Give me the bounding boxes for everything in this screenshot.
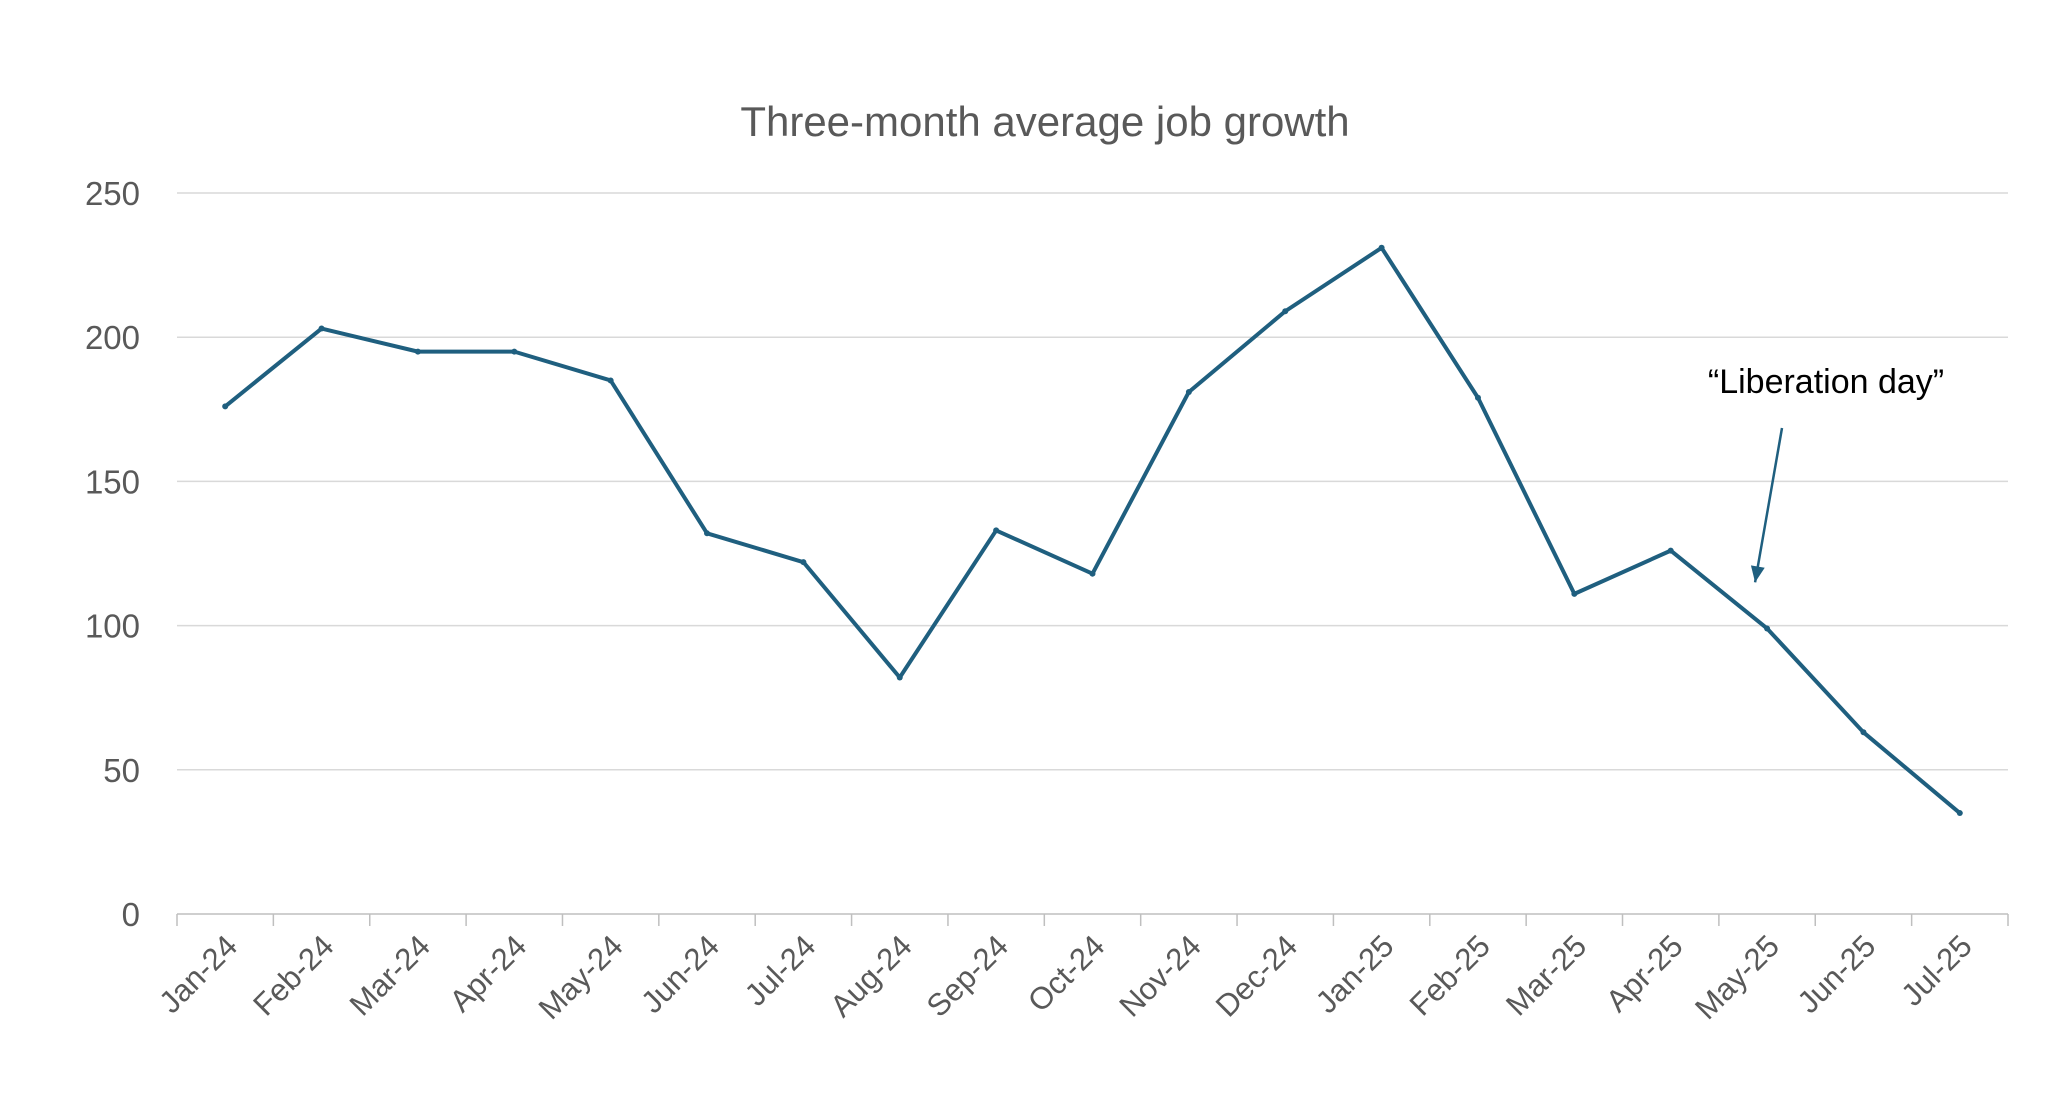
series-line: [223, 245, 1962, 816]
x-tick-label: Apr-24: [443, 928, 534, 1019]
annotation-arrow-line: [1753, 427, 1784, 583]
x-tick-label: Jul-24: [738, 928, 822, 1012]
x-tick-label: Jun-24: [634, 928, 726, 1020]
data-point: [1474, 394, 1481, 401]
data-point: [511, 348, 518, 355]
data-point: [800, 559, 807, 566]
data-point: [1282, 308, 1289, 315]
y-tick-label: 250: [85, 175, 140, 212]
x-tick-label: Aug-24: [823, 928, 918, 1023]
annotation-group: “Liberation day”: [1708, 363, 1944, 583]
data-point: [1089, 570, 1096, 577]
data-point: [414, 348, 421, 355]
data-point: [993, 527, 1000, 534]
x-tick-label: Mar-25: [1499, 928, 1593, 1022]
data-point: [222, 403, 229, 410]
x-tick-label: Sep-24: [920, 928, 1015, 1023]
data-point: [1764, 625, 1771, 632]
data-point: [1667, 547, 1674, 554]
data-point: [1185, 388, 1192, 395]
x-tick-label: Jun-25: [1791, 928, 1883, 1020]
x-tick-label: Feb-24: [246, 928, 340, 1022]
x-tick-label: Feb-25: [1403, 928, 1497, 1022]
x-tick-label: Apr-25: [1599, 928, 1690, 1019]
data-point: [318, 325, 325, 332]
y-tick-label: 50: [103, 752, 140, 789]
x-tick-label: Dec-24: [1209, 928, 1304, 1023]
chart-title: Three-month average job growth: [740, 98, 1349, 145]
series-line-group: [222, 244, 1963, 817]
x-tick-label: Nov-24: [1112, 928, 1207, 1023]
data-point: [896, 674, 903, 681]
data-point: [607, 377, 614, 384]
y-tick-label: 0: [122, 896, 140, 933]
x-tick-label: May-24: [532, 928, 630, 1026]
y-axis-tick-labels: 0 50 100 150 200 250: [85, 175, 140, 933]
data-point: [1860, 729, 1867, 736]
data-point: [1378, 244, 1385, 251]
x-tick-label: Mar-24: [343, 928, 437, 1022]
data-point: [1571, 590, 1578, 597]
x-axis: [176, 913, 2009, 926]
data-point: [704, 530, 711, 537]
x-tick-label: Jan-25: [1309, 928, 1401, 1020]
x-tick-label: Jan-24: [152, 928, 244, 1020]
data-point: [1956, 810, 1963, 817]
x-tick-label: Jul-25: [1894, 928, 1978, 1012]
annotation-label: “Liberation day”: [1708, 363, 1944, 401]
gridlines: [177, 192, 2008, 771]
x-tick-label: Oct-24: [1021, 928, 1112, 1019]
y-tick-label: 200: [85, 319, 140, 356]
x-tick-label: May-25: [1688, 928, 1786, 1026]
y-tick-label: 100: [85, 608, 140, 645]
y-tick-label: 150: [85, 463, 140, 500]
annotation-arrowhead: [1750, 565, 1765, 583]
